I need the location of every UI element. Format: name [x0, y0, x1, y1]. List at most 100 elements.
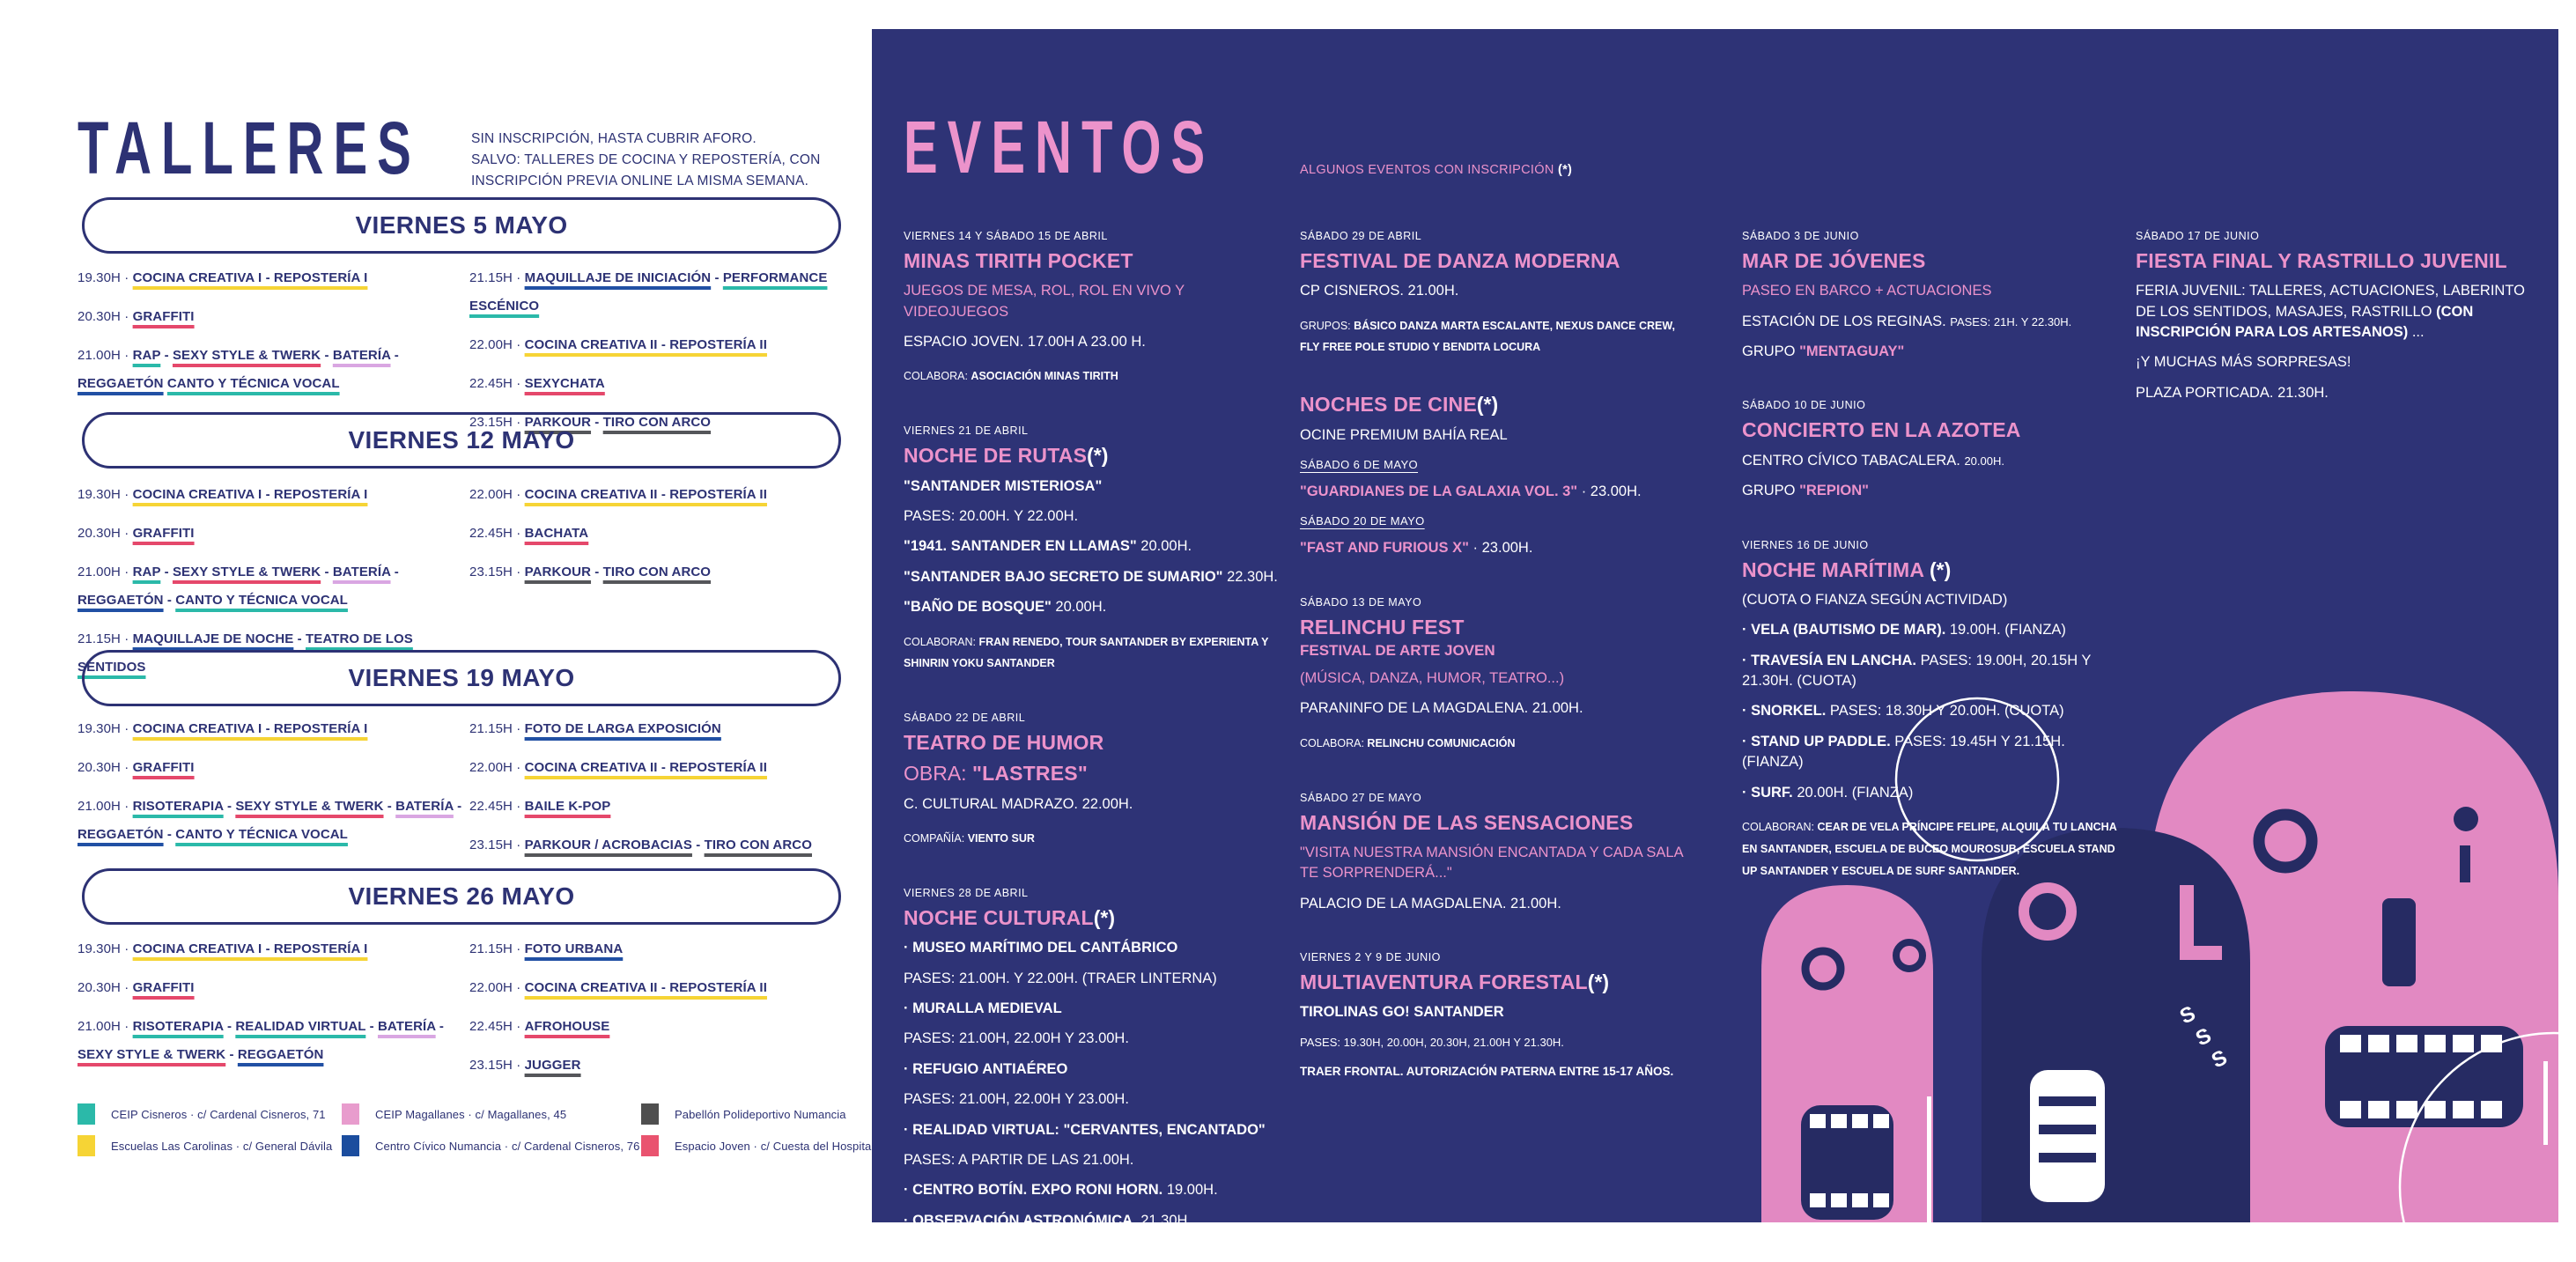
event-text: TRAER FRONTAL. AUTORIZACIÓN PATERNA ENTR…: [1300, 1065, 1674, 1079]
event-line: VIERNES 2 Y 9 DE JUNIO: [1300, 949, 1687, 965]
event-line: CONCIERTO EN LA AZOTEA: [1742, 419, 2122, 441]
event-text: VIERNES 16 DE JUNIO: [1742, 538, 1869, 551]
event-line: "1941. SANTANDER EN LLAMAS" 20.00H.: [904, 536, 1284, 557]
event-multiaventura-forestal: VIERNES 2 Y 9 DE JUNIO MULTIAVENTURA FORE…: [1300, 949, 1687, 1081]
workshop-row: 21.00H · RAP - SEXY STYLE & TWERK - BATE…: [78, 348, 399, 391]
legend-entry: Escuelas Las Carolinas · c/ General Dávi…: [78, 1135, 332, 1156]
workshop-item: TIRO CON ARCO: [704, 838, 812, 852]
workshop-time: 23.15H ·: [469, 415, 525, 430]
event-line: MINAS TIRITH POCKET: [904, 249, 1284, 272]
event-text: NOCHE CULTURAL: [904, 905, 1094, 929]
event-text: · MURALLA MEDIEVAL: [904, 1000, 1062, 1016]
workshop-item: COCINA CREATIVA II - REPOSTERÍA II: [524, 980, 767, 995]
event-text: "GUARDIANES DE LA GALAXIA VOL. 3": [1300, 483, 1582, 499]
event-line: MAR DE JÓVENES: [1742, 249, 2122, 272]
talleres-title: TALLERES: [78, 107, 421, 190]
event-column: SÁBADO 29 DE ABRIL FESTIVAL DE DANZA MODE…: [1300, 228, 1687, 1118]
workshop-time: 21.15H ·: [469, 941, 525, 956]
workshop-time: 20.30H ·: [78, 526, 133, 541]
workshop-row: 20.30H · GRAFFITI: [78, 520, 469, 548]
event-line: COLABORAN: FRAN RENEDO, TOUR SANTANDER B…: [904, 631, 1284, 675]
event-line: PASES: 19.30H, 20.00H, 20.30H, 21.00H Y …: [1300, 1033, 1687, 1052]
event-text: GRUPO: [1742, 483, 1800, 499]
workshop-time: 23.15H ·: [469, 565, 525, 579]
workshop-rows: 21.15H · MAQUILLAJE DE INICIACIÓN - PERF…: [469, 264, 848, 447]
workshop-item: BATERÍA: [377, 1019, 436, 1034]
event-text: 20.00H.: [1964, 454, 2004, 468]
workshop-item: TIRO CON ARCO: [602, 415, 712, 430]
legend-label: Pabellón Polideportivo Numancia: [675, 1107, 846, 1121]
event-text: · STAND UP PADDLE.: [1742, 733, 1895, 749]
small-face-right-eye: [1893, 939, 1926, 972]
event-text: (*): [1929, 557, 1952, 581]
event-text: CP CISNEROS. 21.00H.: [1300, 283, 1459, 299]
legend-column: CEIP Cisneros · c/ Cardenal Cisneros, 71…: [78, 1103, 332, 1167]
workshop-row: 22.45H · SEXYCHATA: [469, 370, 848, 398]
event-text: GRUPO: [1742, 343, 1800, 360]
event-line: ESPACIO JOVEN. 17.00H A 23.00 H.: [904, 332, 1284, 352]
event-line: GRUPO "MENTAGUAY": [1742, 342, 2122, 362]
event-text: MULTIAVENTURA FORESTAL: [1300, 970, 1588, 994]
workshop-item: REGGAETÓN: [237, 1047, 324, 1062]
event-text: MAR DE JÓVENES: [1742, 249, 1926, 272]
event-text: "SANTANDER MISTERIOSA": [904, 477, 1103, 494]
event-text: (CON INSCRIPCIÓN PARA LOS ARTESANOS): [2136, 303, 2474, 341]
legend-color-swatch: [342, 1135, 359, 1156]
event-line: SÁBADO 17 DE JUNIO: [2136, 228, 2534, 244]
event-text: (*): [1087, 444, 1109, 468]
workshop-item: CANTO Y TÉCNICA VOCAL: [175, 593, 348, 608]
event-line: "FAST AND FURIOUS X" · 23.00H.: [1300, 538, 1687, 558]
workshop-rows: 21.15H · FOTO DE LARGA EXPOSICIÓN 22.00H …: [469, 715, 848, 870]
workshop-item: COCINA CREATIVA I - REPOSTERÍA I: [132, 721, 368, 736]
event-text: · REFUGIO ANTIAÉREO: [904, 1060, 1068, 1077]
event-text: OBRA:: [904, 762, 972, 786]
event-line: TEATRO DE HUMOR: [904, 731, 1284, 755]
event-text: NOCHES DE CINE: [1300, 393, 1477, 417]
workshop-item: PARKOUR / ACROBACIAS: [524, 838, 692, 852]
event-line: ESTACIÓN DE LOS REGINAS. PASES: 21H. Y 2…: [1742, 312, 2122, 332]
outline-circle: [1894, 697, 2060, 862]
event-text: MANSIÓN DE LAS SENSACIONES: [1300, 810, 1634, 834]
workshop-item: COCINA CREATIVA II - REPOSTERÍA II: [524, 337, 767, 352]
event-text: · REALIDAD VIRTUAL: "CERVANTES, ENCANTAD…: [904, 1121, 1266, 1138]
navy-face-teeth: [2039, 1096, 2096, 1162]
event-line: VIERNES 21 DE ABRIL: [904, 423, 1284, 439]
workshop-rows: 19.30H · COCINA CREATIVA I - REPOSTERÍA …: [78, 935, 469, 1080]
event-text: · OBSERVACIÓN ASTRONÓMICA.: [904, 1212, 1141, 1222]
event-line: SÁBADO 29 DE ABRIL: [1300, 228, 1687, 244]
workshop-item: SEXY STYLE & TWERK: [235, 799, 384, 814]
big-face-nose: [2382, 898, 2416, 986]
workshop-item: GRAFFITI: [132, 760, 195, 775]
legend-color-swatch: [641, 1103, 659, 1125]
event-line: SÁBADO 10 DE JUNIO: [1742, 397, 2122, 413]
event-noche-cultural: VIERNES 28 DE ABRIL NOCHE CULTURAL(*) · MU…: [904, 885, 1284, 1222]
event-line: FERIA JUVENIL: TALLERES, ACTUACIONES, LA…: [2136, 281, 2534, 343]
workshop-time: 21.00H ·: [78, 799, 133, 814]
event-line: VIERNES 16 DE JUNIO: [1742, 537, 2122, 553]
workshop-row: 21.15H · FOTO DE LARGA EXPOSICIÓN: [469, 715, 848, 743]
event-text: 20.00H. (FIANZA): [1797, 784, 1914, 801]
event-line: · SNORKEL. PASES: 18.30H Y 20.00H. (CUOT…: [1742, 701, 2122, 721]
workshop-item: PERFORMANCE ESCÉNICO: [469, 270, 828, 314]
section-header: VIERNES 26 MAYO: [82, 868, 841, 925]
workshop-rows: 19.30H · COCINA CREATIVA I - REPOSTERÍA …: [78, 264, 469, 409]
legend-label: Centro Cívico Numancia · c/ Cardenal Cis…: [375, 1139, 640, 1153]
workshop-item: RAP: [132, 565, 161, 579]
big-face-teeth: [2340, 1035, 2502, 1118]
event-text: (MÚSICA, DANZA, HUMOR, TEATRO...): [1300, 670, 1565, 687]
workshop-row: 20.30H · GRAFFITI: [78, 754, 469, 782]
event-text: PASES: 18.30H Y 20.00H. (CUOTA): [1829, 703, 2064, 720]
small-face-mouth: [1801, 1105, 1893, 1220]
event-line: · OBSERVACIÓN ASTRONÓMICA. 21.30H.: [904, 1211, 1284, 1222]
workshop-time: 22.45H ·: [469, 526, 525, 541]
workshop-time: 21.15H ·: [469, 721, 525, 736]
workshop-row: 22.00H · COCINA CREATIVA II - REPOSTERÍA…: [469, 974, 848, 1002]
event-line: VIERNES 14 Y SÁBADO 15 DE ABRIL: [904, 228, 1284, 244]
inscription-note-text: ALGUNOS EVENTOS CON INSCRIPCIÓN: [1300, 163, 1558, 177]
event-line: TIROLINAS GO! SANTANDER: [1300, 1002, 1687, 1022]
event-line: PLAZA PORTICADA. 21.30H.: [2136, 383, 2534, 403]
event-text: · SURF.: [1742, 784, 1797, 801]
event-text: TEATRO DE HUMOR: [904, 731, 1104, 755]
workshop-row: 22.00H · COCINA CREATIVA II - REPOSTERÍA…: [469, 754, 848, 782]
event-line: "GUARDIANES DE LA GALAXIA VOL. 3" · 23.0…: [1300, 482, 1687, 502]
